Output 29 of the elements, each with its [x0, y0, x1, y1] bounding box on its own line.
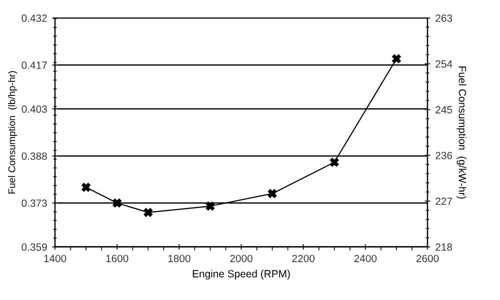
- y2-axis-title: Fuel Consumption (g/kW-hr): [456, 66, 466, 199]
- point: [144, 208, 153, 217]
- y2-tick-label: 263: [436, 14, 452, 22]
- x-axis-title: Engine Speed (RPM): [192, 270, 290, 280]
- x-tick-label: 1400: [44, 254, 66, 262]
- y-tick-label: 0.388: [22, 152, 47, 160]
- point: [330, 158, 339, 167]
- y2-tick-label: 218: [436, 243, 452, 251]
- point: [82, 182, 91, 192]
- point: [112, 198, 122, 208]
- x-tick-label: 2200: [292, 254, 315, 262]
- y2-tick-label: 254: [436, 60, 452, 68]
- y-tick-label: 0.432: [22, 14, 47, 22]
- y2-tick-label: 245: [436, 106, 452, 114]
- point: [392, 54, 401, 64]
- y-tick-label: 0.373: [22, 200, 47, 207]
- x-tick-label: 2000: [230, 254, 252, 262]
- y2-tick-label: 227: [436, 198, 452, 205]
- x-tick-label: 1800: [168, 254, 190, 262]
- y2-tick-label: 236: [436, 152, 452, 160]
- point: [268, 189, 277, 198]
- x-tick-label: 2400: [354, 254, 377, 262]
- point: [206, 202, 215, 211]
- y-axis-title: Fuel Consumption (lb/hp-hr): [8, 71, 18, 194]
- y-tick-label: 0.417: [22, 62, 47, 69]
- x-tick-label: 1600: [106, 254, 128, 262]
- x-tick-label: 2600: [416, 254, 439, 262]
- y-tick-label: 0.403: [22, 105, 47, 113]
- y-tick-label: 0.359: [22, 243, 47, 251]
